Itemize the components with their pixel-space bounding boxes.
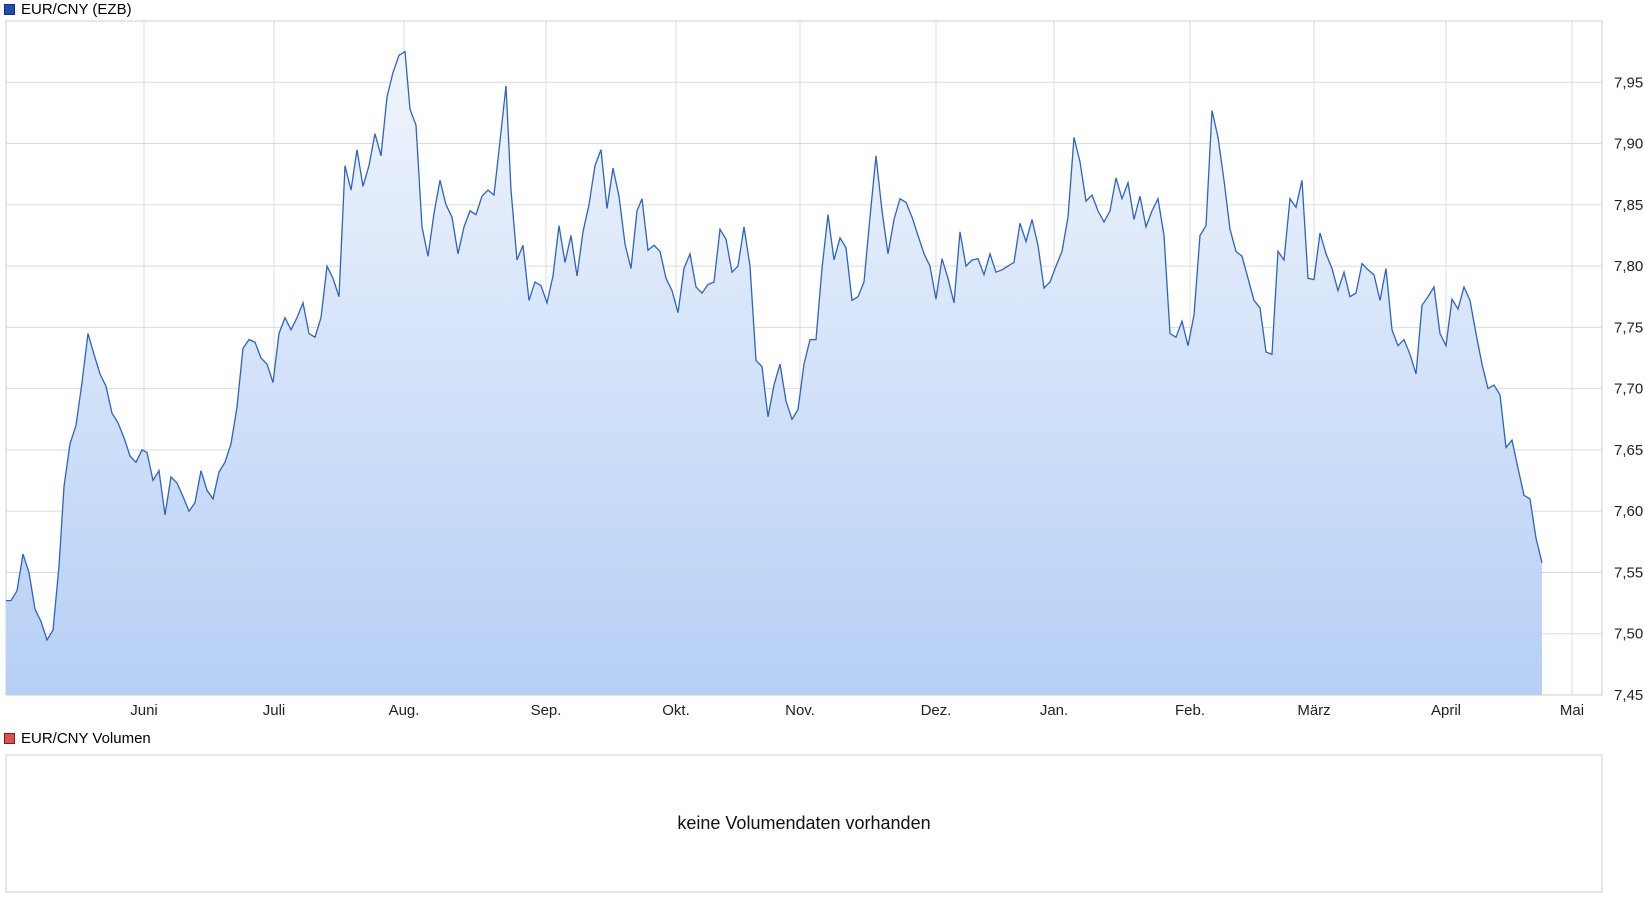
y-tick-label: 7,95 [1614,74,1643,91]
y-tick-label: 7,55 [1614,564,1643,581]
y-tick-label: 7,50 [1614,626,1643,643]
x-tick-label: Juli [263,702,286,719]
price-legend-label: EUR/CNY (EZB) [21,0,132,18]
price-area [6,51,1542,696]
y-tick-label: 7,85 [1614,197,1643,214]
price-legend-swatch [4,3,15,15]
x-tick-label: Feb. [1175,702,1205,719]
y-tick-label: 7,75 [1614,319,1643,336]
volume-plot-border [5,754,1603,893]
volume-legend-swatch [4,732,15,744]
y-tick-label: 7,90 [1614,136,1643,153]
volume-legend: EUR/CNY Volumen [4,729,151,747]
y-tick-label: 7,80 [1614,258,1643,275]
x-tick-label: April [1431,702,1461,719]
price-legend: EUR/CNY (EZB) [4,0,132,18]
x-tick-label: März [1297,702,1330,719]
y-tick-label: 7,65 [1614,442,1643,459]
y-axis-ticks: 7,45 7,50 7,55 7,60 7,65 7,70 7,75 7,80 7,85 7,90… [1614,74,1643,704]
y-tick-label: 7,60 [1614,503,1643,520]
price-line [6,50,1543,642]
volume-empty-message: keine Volumendaten vorhanden [677,813,931,833]
x-tick-label: Sep. [531,702,562,719]
x-tick-label: Nov. [785,702,815,719]
x-tick-label: Aug. [389,702,420,719]
x-axis-ticks: Juni Juli Aug. Sep. Okt. Nov. Dez. Jan. Feb. März… [130,702,1584,719]
volume-legend-label: EUR/CNY Volumen [21,729,151,747]
y-tick-label: 7,70 [1614,381,1643,398]
x-tick-label: Dez. [921,702,952,719]
x-tick-label: Jan. [1040,702,1068,719]
x-tick-label: Okt. [662,702,690,719]
x-tick-label: Juni [130,702,158,719]
y-tick-label: 7,45 [1614,687,1643,704]
x-tick-label: Mai [1560,702,1584,719]
